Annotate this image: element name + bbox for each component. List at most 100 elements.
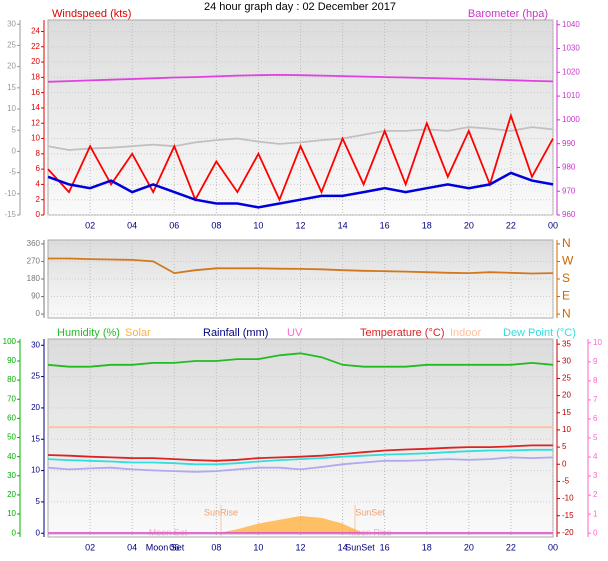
y-tick-label: 22 [31,42,40,51]
y-tick-label: 20 [7,62,16,71]
y-tick-label: 90 [7,356,16,365]
series-line [47,112,554,202]
x-tick-label: 20 [464,542,474,552]
y-tick-label: N [562,306,571,320]
y-tick-label: 70 [7,394,16,403]
y-tick-label: 30 [31,340,40,349]
x-tick-label: 22 [506,220,516,230]
y-tick-label: 0 [36,528,41,537]
y-tick-label: 7 [593,395,598,404]
y-tick-label: 10 [31,134,40,143]
y-tick-label: 2 [36,195,41,204]
y-tick-label: 990 [562,139,576,148]
y-tick-label: -5 [562,477,570,486]
y-tick-label: 960 [562,210,576,219]
y-tick-label: 10 [31,466,40,475]
y-tick-label: 50 [7,433,16,442]
y-tick-label: 90 [31,292,40,301]
legend-entry: Rainfall (mm) [203,327,268,339]
legend-entry: Temperature (°C) [360,327,444,339]
y-tick-label: -10 [4,189,16,198]
series-line [47,448,553,466]
y-tick-label: 9 [593,357,598,366]
y-tick-label: 20 [31,403,40,412]
y-tick-label: 15 [562,408,571,417]
x-tick-label: 22 [506,542,516,552]
legend-entry: Dew Point (°C) [503,327,576,339]
legend-entry: UV [287,327,303,339]
y-tick-label: E [562,289,570,303]
x-tick-label: 04 [127,542,137,552]
y-tick-label: 40 [7,452,16,461]
x-tick-label: 06 [169,220,179,230]
y-tick-label: 270 [27,257,41,266]
y-tick-label: 5 [36,497,41,506]
y-tick-label: -5 [9,168,17,177]
y-tick-label: 30 [7,19,16,28]
legend-entry: Indoor [450,327,482,339]
y-tick-label: 1020 [562,67,580,76]
y-tick-label: 4 [36,180,41,189]
y-tick-label: 1000 [562,115,580,124]
x-tick-label: 20 [464,220,474,230]
x-tick-label: 18 [422,220,432,230]
y-tick-label: 5 [593,433,598,442]
y-tick-label: 60 [7,414,16,423]
y-tick-label: 6 [593,414,598,423]
y-tick-label: 30 [7,471,16,480]
y-tick-label: 1010 [562,91,580,100]
y-tick-label: 2 [593,490,598,499]
y-tick-label: -15 [562,511,574,520]
x-tick-label: 10 [253,220,263,230]
x-tick-label: 18 [422,542,432,552]
x-tick-label: 16 [380,220,390,230]
x-tick-label: 00 [548,542,558,552]
y-tick-label: 20 [7,490,16,499]
annotation: SunRise [204,507,238,517]
x-tick-label: 06 [169,542,179,552]
y2-axis-label: Barometer (hpa) [468,8,548,20]
x-tick-label: 00 [548,220,558,230]
y-tick-label: 1 [593,509,598,518]
y-tick-label: 80 [7,375,16,384]
legend-entry: Humidity (%) [57,327,120,339]
y-tick-label: N [562,236,571,250]
y-tick-label: 16 [31,88,40,97]
x-tick-label: 02 [85,542,95,552]
y-tick-label: W [562,254,574,268]
y-tick-label: 0 [562,459,567,468]
series-line [47,456,554,473]
x-tick-label: 08 [211,220,221,230]
y-tick-label: 1040 [562,20,580,29]
x-tick-label: 02 [85,220,95,230]
x-tick-label: 04 [127,220,137,230]
solar-area [48,516,553,534]
x-tick-label: 10 [253,542,263,552]
y-tick-label: 10 [562,425,571,434]
y-tick-label: 3 [593,471,598,480]
y-tick-label: 0 [593,528,598,537]
y-tick-label: -10 [562,494,574,503]
y-tick-label: 35 [562,339,571,348]
y-tick-label: 25 [562,374,571,383]
y-tick-label: 10 [7,509,16,518]
y-tick-label: 15 [31,434,40,443]
legend-entry: Solar [125,327,151,339]
y-tick-label: 0 [12,528,17,537]
series-line [47,171,554,209]
y-tick-label: 8 [593,376,598,385]
y-tick-label: 15 [7,83,16,92]
y-tick-label: 0 [36,210,41,219]
y-axis-label: Windspeed (kts) [52,8,131,20]
y-tick-label: 4 [593,452,598,461]
y-tick-label: 24 [31,27,40,36]
y-tick-label: 25 [7,41,16,50]
y-tick-label: 970 [562,186,576,195]
annotation: Moon Set [146,542,185,552]
y-tick-label: 20 [562,391,571,400]
y-tick-label: 6 [36,164,41,173]
series-line [47,126,554,151]
series-line [47,352,554,368]
y-tick-label: 10 [593,338,602,347]
